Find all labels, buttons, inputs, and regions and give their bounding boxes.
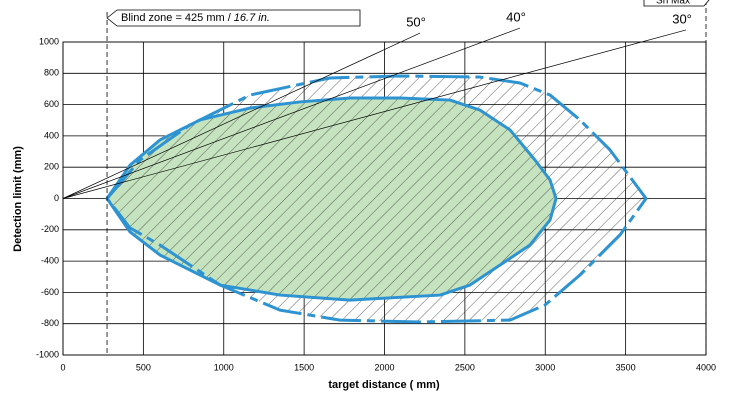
y-tick-label: 0 (54, 193, 59, 203)
blind-zone-text: Blind zone = 425 mm / (121, 12, 232, 24)
x-tick-label: 500 (136, 362, 151, 372)
y-tick-label: -1000 (36, 349, 59, 359)
beam-angle-line (62, 29, 687, 199)
x-tick-label: 2000 (374, 362, 394, 372)
y-axis-label: Detection limit (mm) (12, 146, 24, 252)
beam-angle-line (62, 27, 521, 199)
y-tick-label: -600 (41, 287, 59, 297)
y-tick-label: -200 (41, 224, 59, 234)
blind-zone-box (106, 9, 361, 27)
x-tick-label: 0 (60, 362, 65, 372)
y-tick-label: -800 (41, 318, 59, 328)
blind-zone-inches: 16.7 in. (234, 12, 270, 24)
x-axis-label: target distance ( mm) (328, 379, 440, 391)
y-tick-label: 200 (44, 162, 59, 172)
beam-angle-label: 30° (672, 11, 692, 26)
beam-angle-label: 50° (406, 15, 426, 30)
beam-angle-line (62, 32, 421, 199)
y-tick-label: 800 (44, 68, 59, 78)
x-tick-label: 1000 (214, 362, 234, 372)
x-tick-label: 3000 (535, 362, 555, 372)
zone-outline (105, 96, 558, 302)
y-tick-label: -400 (41, 255, 59, 265)
sn-max-label: Sn Max (656, 0, 690, 7)
sn-max-box (643, 0, 710, 7)
y-tick-label: 1000 (39, 36, 59, 46)
y-tick-label: 600 (44, 99, 59, 109)
x-tick-label: 3500 (616, 362, 636, 372)
y-tick-label: 400 (44, 130, 59, 140)
x-tick-label: 1500 (294, 362, 314, 372)
zone-outline (105, 74, 648, 324)
x-tick-label: 2500 (455, 362, 475, 372)
blind-zone-label: Blind zone = 425 mm /16.7 in. (121, 12, 270, 24)
zone-hatch (107, 98, 557, 301)
beam-angle-label: 40° (506, 10, 526, 25)
x-tick-label: 4000 (696, 362, 716, 372)
